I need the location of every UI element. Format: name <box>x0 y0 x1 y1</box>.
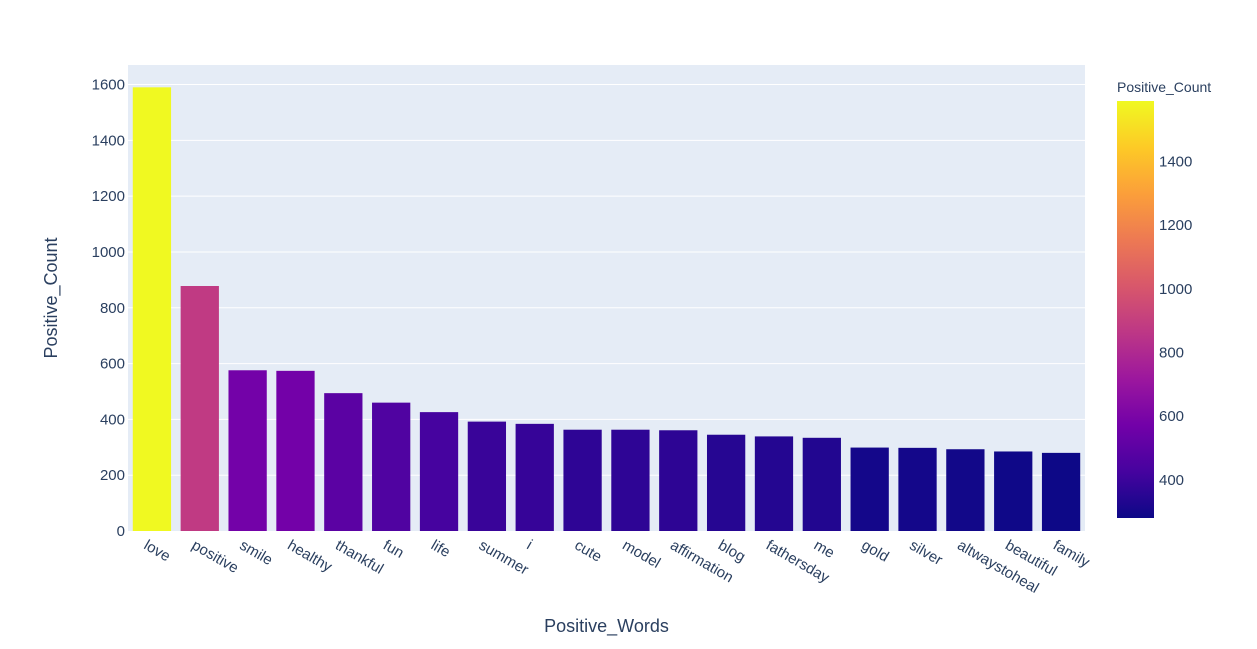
bar-silver <box>898 447 937 531</box>
plot-area <box>128 65 1085 531</box>
bar-love <box>132 87 172 531</box>
y-tick-label: 1600 <box>92 77 125 94</box>
colorbar-tick-label: 800 <box>1159 344 1184 361</box>
bar-fun <box>372 402 411 531</box>
y-tick-label: 800 <box>100 300 125 317</box>
y-tick-label: 400 <box>100 411 125 428</box>
colorbar-tick-label: 400 <box>1159 472 1184 489</box>
bar-affirmation <box>659 430 698 531</box>
x-axis-title: Positive_Words <box>544 616 669 637</box>
colorbar-title: Positive_Count <box>1117 79 1211 95</box>
x-tick-label: life <box>428 537 453 561</box>
bars <box>132 87 1081 531</box>
x-tick-label: silver <box>907 537 946 569</box>
y-tick-label: 1400 <box>92 132 125 149</box>
x-tick-label: summer <box>476 537 531 579</box>
x-tick-label: positive <box>189 537 242 577</box>
bar-blog <box>706 434 746 531</box>
bar-cute <box>563 429 602 531</box>
x-tick-label: fun <box>380 537 407 562</box>
bar-model <box>611 429 650 531</box>
x-tick-label: model <box>619 537 663 572</box>
x-tick-label: me <box>811 537 838 562</box>
y-tick-label: 600 <box>100 356 125 373</box>
x-tick-label: gold <box>859 537 892 566</box>
bar-gold <box>850 447 889 531</box>
colorbar-tick-label: 1200 <box>1159 217 1192 234</box>
y-tick-label: 200 <box>100 467 125 484</box>
x-tick-label: love <box>141 537 173 565</box>
colorbar-tick-label: 600 <box>1159 408 1184 425</box>
bar-smile <box>228 370 267 531</box>
y-tick-label: 1000 <box>92 244 125 261</box>
y-axis-ticks: 0 200 400 600 800 1000 1200 1400 1600 <box>92 77 125 540</box>
bar-positive <box>180 286 219 531</box>
bar-altwaystoheal <box>946 449 985 531</box>
y-tick-label: 1200 <box>92 188 125 205</box>
bar-healthy <box>276 370 315 531</box>
bar-me <box>802 437 841 531</box>
x-tick-label: cute <box>572 537 605 566</box>
bar-summer <box>467 421 507 531</box>
x-tick-label: smile <box>237 537 276 569</box>
bar-life <box>419 412 459 531</box>
colorbar: Positive_Count 400 600 800 1000 1200 1400 <box>1117 79 1211 518</box>
x-tick-label: altwaystoheal <box>954 537 1041 597</box>
bar-thankful <box>324 393 363 531</box>
colorbar-tick-label: 1000 <box>1159 281 1192 298</box>
y-tick-label: 0 <box>117 523 125 540</box>
x-tick-label: i <box>524 537 535 553</box>
x-tick-label: thankful <box>332 537 386 578</box>
colorbar-tick-label: 1400 <box>1159 153 1192 170</box>
bar-family <box>1041 452 1081 531</box>
bar-i <box>515 423 554 531</box>
y-axis-title: Positive_Count <box>41 237 62 358</box>
x-tick-label: healthy <box>284 537 335 576</box>
colorbar-ticks: 400 600 800 1000 1200 1400 <box>1159 153 1192 488</box>
bar-beautiful <box>994 451 1033 531</box>
bar-fathersday <box>754 436 794 531</box>
colorbar-gradient <box>1117 101 1154 518</box>
